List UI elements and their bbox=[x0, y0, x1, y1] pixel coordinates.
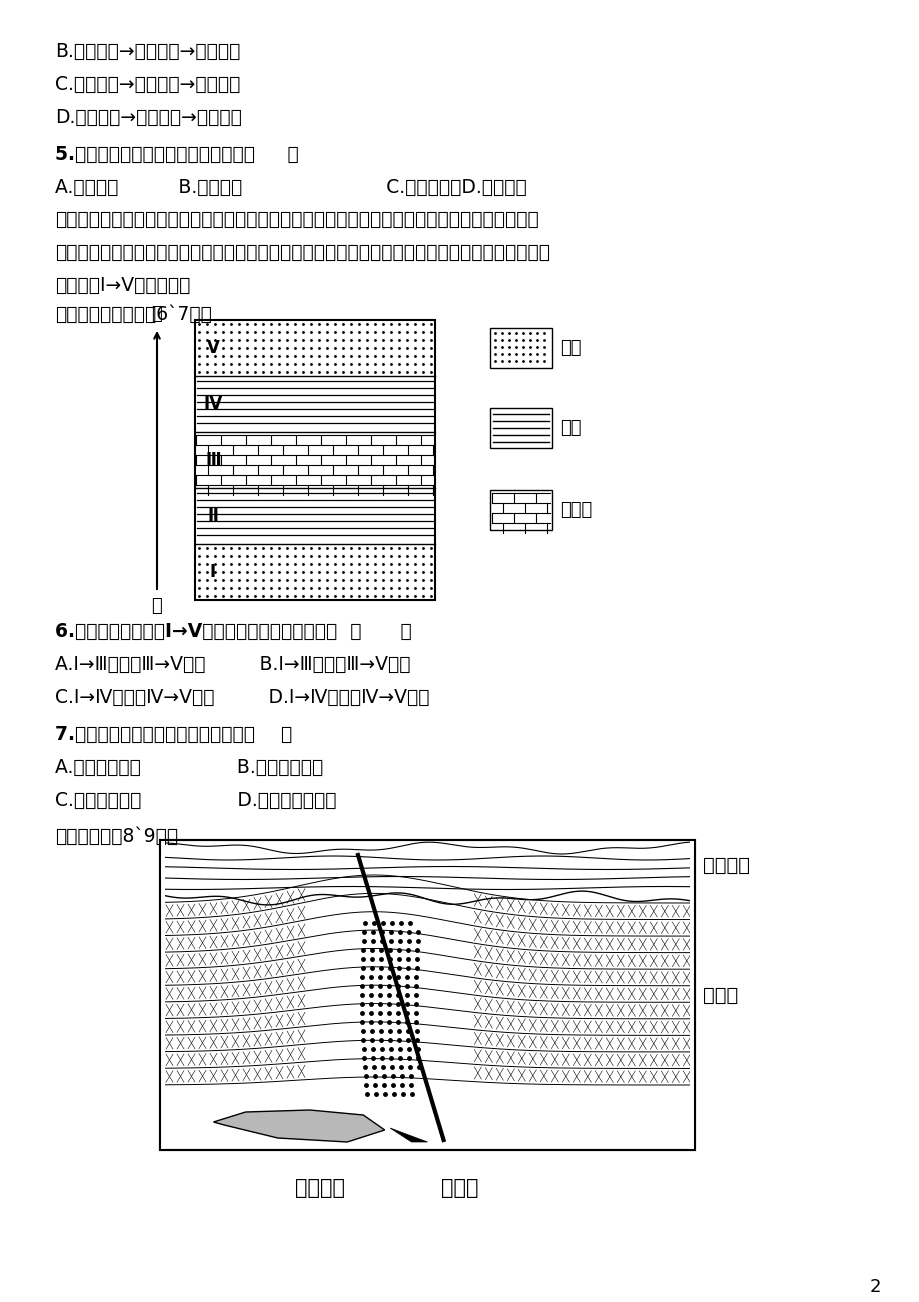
Text: C.地壳抬升→断裂陷落→流水沉积: C.地壳抬升→断裂陷落→流水沉积 bbox=[55, 76, 240, 94]
Text: 褶皱丁: 褶皱丁 bbox=[702, 986, 737, 1005]
Text: 断层甲: 断层甲 bbox=[440, 1178, 478, 1198]
Text: A.华山悬崖峭壁                B.云南路南石林: A.华山悬崖峭壁 B.云南路南石林 bbox=[55, 758, 323, 777]
Text: D.地壳抬升→褶皱凹陷→流水沉积: D.地壳抬升→褶皱凹陷→流水沉积 bbox=[55, 108, 242, 128]
Bar bbox=[490, 408, 551, 448]
Text: Ⅰ: Ⅰ bbox=[210, 562, 216, 581]
Bar bbox=[160, 840, 165, 1150]
Text: 岩浆岩丙: 岩浆岩丙 bbox=[295, 1178, 346, 1198]
Bar bbox=[160, 840, 694, 1150]
Bar bbox=[195, 320, 435, 600]
Text: 同一时期在海洋中形成的砂岩、页岩、石灰岩在水平方向上是从浅海到深海依次排列的。在地质时: 同一时期在海洋中形成的砂岩、页岩、石灰岩在水平方向上是从浅海到深海依次排列的。在… bbox=[55, 210, 539, 229]
Bar bbox=[689, 840, 694, 1150]
Text: 老: 老 bbox=[152, 598, 162, 615]
Text: 石灰岩: 石灰岩 bbox=[560, 501, 592, 519]
Bar bbox=[490, 328, 551, 368]
Text: 面图。读图，完成第6`7题。: 面图。读图，完成第6`7题。 bbox=[55, 305, 211, 324]
Text: A.Ⅰ→Ⅲ海退，Ⅲ→Ⅴ海进         B.Ⅰ→Ⅲ海进，Ⅲ→Ⅴ海退: A.Ⅰ→Ⅲ海退，Ⅲ→Ⅴ海进 B.Ⅰ→Ⅲ海进，Ⅲ→Ⅴ海退 bbox=[55, 655, 410, 674]
Text: C.Ⅰ→Ⅳ海退，Ⅳ→Ⅴ海进         D.Ⅰ→Ⅳ海进，Ⅳ→Ⅴ海退: C.Ⅰ→Ⅳ海退，Ⅳ→Ⅴ海进 D.Ⅰ→Ⅳ海进，Ⅳ→Ⅴ海退 bbox=[55, 687, 429, 707]
Text: 页岩: 页岩 bbox=[560, 419, 581, 437]
Text: C.黄山石猴观海                D.黑龙江五大连池: C.黄山石猴观海 D.黑龙江五大连池 bbox=[55, 792, 336, 810]
Text: 读图，完成第8`9题。: 读图，完成第8`9题。 bbox=[55, 827, 178, 846]
Text: 质时期（Ⅰ→Ⅴ）的地质剖: 质时期（Ⅰ→Ⅴ）的地质剖 bbox=[55, 276, 190, 296]
Text: 新: 新 bbox=[152, 305, 162, 323]
Text: 5.与宁夏平原地质构造相同的地区是（     ）: 5.与宁夏平原地质构造相同的地区是（ ） bbox=[55, 145, 299, 164]
Bar bbox=[490, 490, 551, 530]
Text: 7.能体现图中岩石类型的旅游景观是（    ）: 7.能体现图中岩石类型的旅游景观是（ ） bbox=[55, 725, 292, 743]
Text: 期内，海退是指海岸线向海洋推进的现象，海进是指海岸线向陆地推进的现象。下图是某海域不同地: 期内，海退是指海岸线向海洋推进的现象，海进是指海岸线向陆地推进的现象。下图是某海… bbox=[55, 243, 550, 262]
Text: A.渭河平原          B.华北平原                        C.长江三角洲D.台湾海峡: A.渭河平原 B.华北平原 C.长江三角洲D.台湾海峡 bbox=[55, 178, 527, 197]
Bar bbox=[195, 320, 435, 600]
Text: 砂岩: 砂岩 bbox=[560, 339, 581, 357]
Text: Ⅱ: Ⅱ bbox=[208, 506, 218, 525]
Polygon shape bbox=[213, 1111, 384, 1142]
Text: 沉积岩乙: 沉积岩乙 bbox=[702, 855, 749, 875]
Polygon shape bbox=[390, 1128, 427, 1142]
Text: B.地壳抬升→褶皱凹陷→流水侵蚀: B.地壳抬升→褶皱凹陷→流水侵蚀 bbox=[55, 42, 240, 61]
Text: 2: 2 bbox=[868, 1279, 879, 1295]
Bar bbox=[160, 840, 694, 1150]
Text: Ⅲ: Ⅲ bbox=[205, 450, 221, 469]
Text: 6.在图示地质时期（Ⅰ→Ⅴ）内，该地海岸线的变化是  （      ）: 6.在图示地质时期（Ⅰ→Ⅴ）内，该地海岸线的变化是 （ ） bbox=[55, 622, 412, 641]
Text: Ⅳ: Ⅳ bbox=[204, 395, 221, 413]
Text: Ⅴ: Ⅴ bbox=[207, 339, 220, 357]
